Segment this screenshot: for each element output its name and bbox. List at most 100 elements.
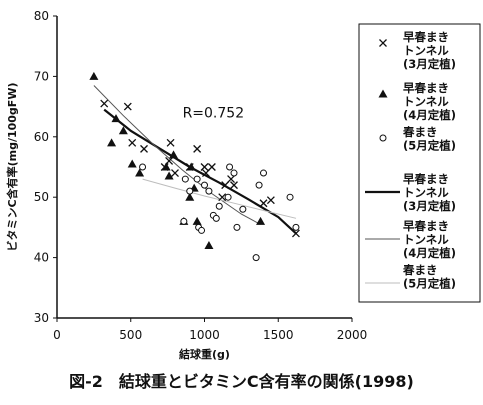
data-point-circle (292, 223, 300, 231)
x-stroke (379, 39, 387, 47)
x-tick-label: 0 (53, 328, 61, 342)
x-stroke (259, 199, 268, 208)
plot-area: R=0.752 (89, 71, 300, 262)
data-point-circle (252, 254, 260, 262)
legend-symbol-x (379, 39, 387, 47)
x-tick-label: 500 (119, 328, 142, 342)
data-point-triangle (89, 71, 99, 80)
legend-label: (3月定植) (403, 57, 456, 71)
legend-label: (4月定植) (403, 108, 456, 122)
legend-label: 早春まき (403, 30, 449, 44)
data-point-x (165, 157, 174, 165)
data-point-x (230, 181, 238, 190)
x-stroke (202, 169, 210, 177)
data-point-x (193, 144, 202, 153)
y-tick-label: 30 (34, 311, 49, 325)
y-tick-label: 60 (34, 130, 49, 144)
data-point-triangle (111, 114, 121, 123)
data-point-x (100, 99, 109, 108)
data-point-triangle (169, 150, 179, 159)
data-point-triangle (107, 138, 117, 147)
data-point-triangle (185, 192, 195, 201)
data-point-triangle (127, 159, 137, 168)
x-stroke (100, 99, 109, 108)
data-point-circle (193, 175, 201, 183)
data-point-x (221, 181, 230, 190)
data-point-circle (139, 163, 147, 171)
data-point-circle (260, 169, 267, 177)
y-tick-label: 80 (34, 9, 49, 23)
legend-label: 春まき (403, 125, 438, 139)
legend-label: (3月定植) (403, 199, 456, 213)
data-point-x (266, 196, 275, 205)
x-stroke (221, 181, 230, 190)
data-point-x (171, 169, 179, 177)
data-point-triangle (161, 162, 171, 171)
legend-label: 春まき (403, 263, 438, 277)
data-point-circle (212, 214, 220, 222)
r-value-annotation: R=0.752 (183, 105, 245, 121)
data-point-circle (226, 163, 234, 171)
data-point-triangle (164, 171, 174, 180)
legend-label: 早春まき (403, 172, 449, 186)
data-point-x (259, 199, 268, 208)
data-point-x (128, 138, 137, 147)
data-point-x (200, 163, 209, 171)
data-point-triangle (118, 126, 128, 135)
data-point-circle (215, 202, 223, 210)
x-stroke (200, 163, 209, 171)
data-point-circle (224, 193, 232, 201)
x-stroke (230, 181, 238, 190)
x-tick-label: 1000 (189, 328, 220, 342)
data-point-circle (186, 187, 194, 195)
x-stroke (123, 102, 132, 111)
y-tick-label: 50 (34, 190, 49, 204)
legend-label: 早春まき (403, 219, 449, 233)
x-stroke (207, 163, 216, 171)
data-point-x (123, 102, 132, 111)
x-tick-label: 2000 (337, 328, 368, 342)
data-point-triangle (204, 241, 214, 250)
x-stroke (266, 196, 275, 205)
x-tick-label: 1500 (263, 328, 294, 342)
data-point-circle (239, 205, 247, 213)
data-point-x (207, 163, 216, 171)
data-point-triangle (256, 216, 266, 225)
legend-symbol-triangle (378, 89, 388, 98)
x-stroke (291, 229, 300, 238)
x-stroke (171, 169, 179, 177)
y-axis-title: ビタミンC含有率(mg/100gFW) (5, 83, 19, 252)
figure-caption: 図-2 結球重とビタミンC含有率の関係(1998) (69, 372, 414, 391)
axes: 30 40 50 60 70 80 0 500 1000 1500 2000 結球重(g) ビタミンC含… (5, 9, 367, 361)
y-tick-label: 70 (34, 69, 49, 83)
trend-line-1 (103, 108, 297, 235)
trend-line-2 (93, 85, 261, 225)
legend-label: (5月定植) (403, 277, 456, 291)
chart: R=0.752 30 40 50 60 70 80 0 500 1000 1500 2000 結球重(… (5, 9, 481, 361)
data-point-x (202, 169, 210, 177)
x-stroke (166, 138, 175, 147)
x-stroke (128, 138, 137, 147)
data-point-triangle (192, 216, 202, 225)
legend-label: トンネル (403, 95, 449, 109)
legend-label: 早春まき (403, 81, 449, 95)
x-stroke (140, 144, 148, 153)
data-point-triangle (135, 168, 145, 177)
data-point-triangle (186, 162, 196, 171)
data-point-circle (233, 223, 241, 231)
y-tick-label: 40 (34, 251, 49, 265)
legend-label: トンネル (403, 233, 449, 247)
data-point-circle (181, 175, 189, 183)
data-point-circle (255, 181, 263, 189)
legend-label: (5月定植) (403, 139, 456, 153)
data-point-circle (198, 226, 206, 234)
legend-symbol-circle (379, 134, 387, 142)
data-point-x (291, 229, 300, 238)
data-point-x (166, 138, 175, 147)
legend-label: トンネル (403, 186, 449, 200)
data-point-circle (180, 217, 188, 225)
legend-box (358, 23, 481, 303)
data-point-x (218, 193, 227, 202)
data-point-circle (286, 193, 294, 201)
data-point-x (140, 144, 148, 153)
